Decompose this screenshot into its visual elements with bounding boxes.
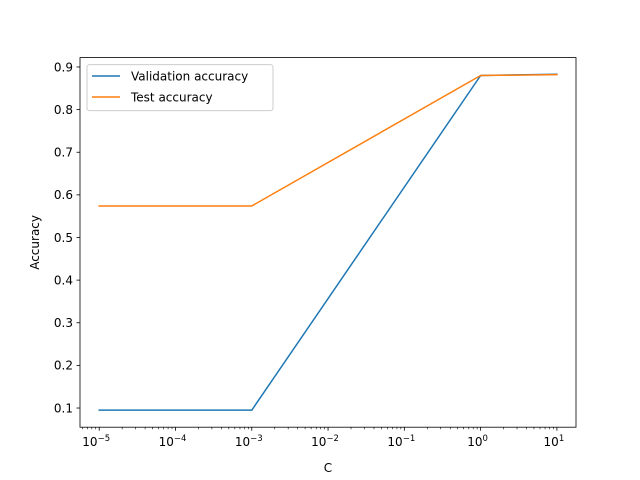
- y-tick-label: 0.1: [54, 401, 73, 415]
- y-tick-label: 0.5: [54, 231, 73, 245]
- x-tick-label: 101: [544, 434, 565, 449]
- y-tick-label: 0.9: [54, 60, 73, 74]
- y-tick-label: 0.2: [54, 359, 73, 373]
- x-axis-ticks: 10−5 10−4 10−3 10−2 10−1 100 101: [81, 427, 565, 449]
- series-line-1: [98, 73, 558, 207]
- series-line-0: [98, 73, 558, 411]
- x-tick-label: 10−4: [159, 434, 187, 449]
- y-axis-ticks: 0.1 0.2 0.3 0.4 0.5 0.6 0.7 0.8 0.9: [54, 60, 80, 415]
- series-layer: [98, 73, 558, 411]
- x-tick-label: 10−1: [387, 434, 415, 449]
- x-tick-label: 100: [467, 434, 488, 449]
- y-tick-label: 0.3: [54, 316, 73, 330]
- y-tick-label: 0.4: [54, 273, 73, 287]
- x-tick-label: 10−3: [235, 434, 263, 449]
- x-axis-label: C: [324, 461, 332, 475]
- x-tick-label: 10−2: [311, 434, 339, 449]
- y-axis-label: Accuracy: [28, 215, 42, 270]
- y-tick-label: 0.7: [54, 146, 73, 160]
- legend-label-validation: Validation accuracy: [131, 70, 248, 84]
- x-tick-label: 10−5: [82, 434, 110, 449]
- legend-box: [86, 64, 274, 112]
- y-tick-label: 0.6: [54, 188, 73, 202]
- legend-label-test: Test accuracy: [130, 91, 213, 105]
- axes-frame: [79, 57, 577, 428]
- legend: Validation accuracy Test accuracy: [86, 64, 274, 112]
- y-tick-label: 0.8: [54, 103, 73, 117]
